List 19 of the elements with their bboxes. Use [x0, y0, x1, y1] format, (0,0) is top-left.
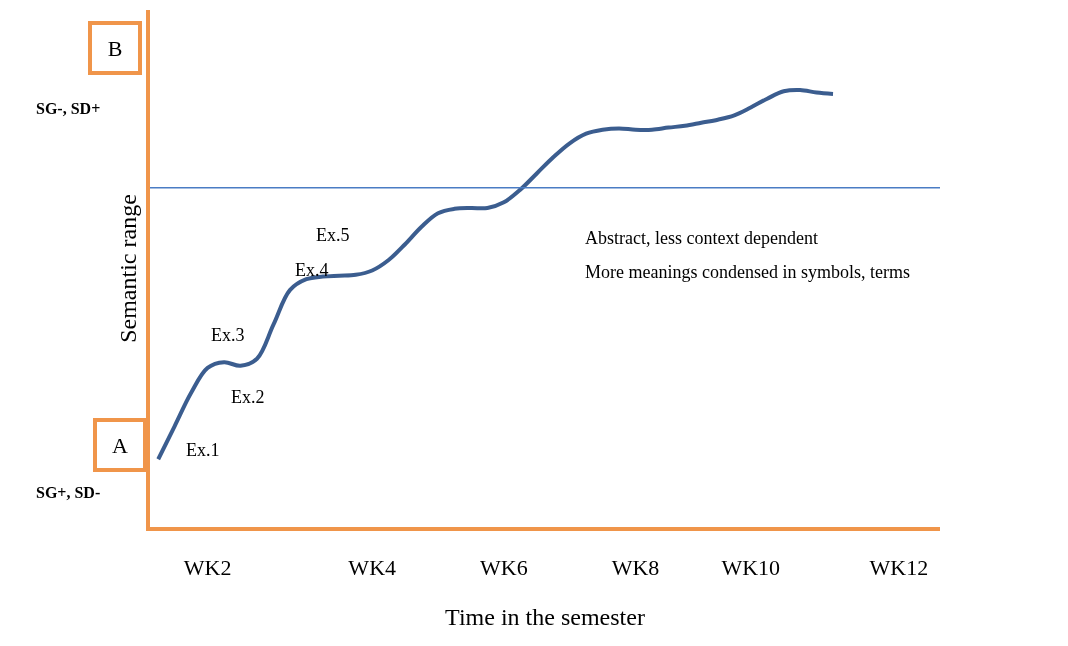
annotation: Ex.1 [186, 440, 220, 460]
text: B [107, 35, 123, 61]
text: SG+, SD- [36, 484, 101, 501]
x-tick-label: WK6 [480, 555, 528, 581]
annotation: More meanings condensed in symbols, terms [585, 262, 910, 282]
x-tick-label: WK12 [869, 555, 929, 581]
annotation: Ex.2 [231, 387, 265, 407]
x-tick-label: WK2 [183, 555, 232, 581]
x-tick-label: WK4 [348, 555, 397, 581]
y-axis-title: Semantic range [114, 194, 141, 343]
annotation: Ex.5 [316, 225, 350, 245]
x-axis-title: Time in the semester [445, 604, 645, 631]
text: A [112, 432, 128, 458]
x-tick-label: WK8 [611, 555, 660, 581]
annotation: Ex.3 [211, 325, 245, 345]
text: SG-, SD+ [36, 100, 101, 117]
annotation: Abstract, less context dependent [585, 228, 818, 248]
x-tick-label: WK10 [721, 555, 781, 581]
annotation: Ex.4 [295, 260, 329, 280]
